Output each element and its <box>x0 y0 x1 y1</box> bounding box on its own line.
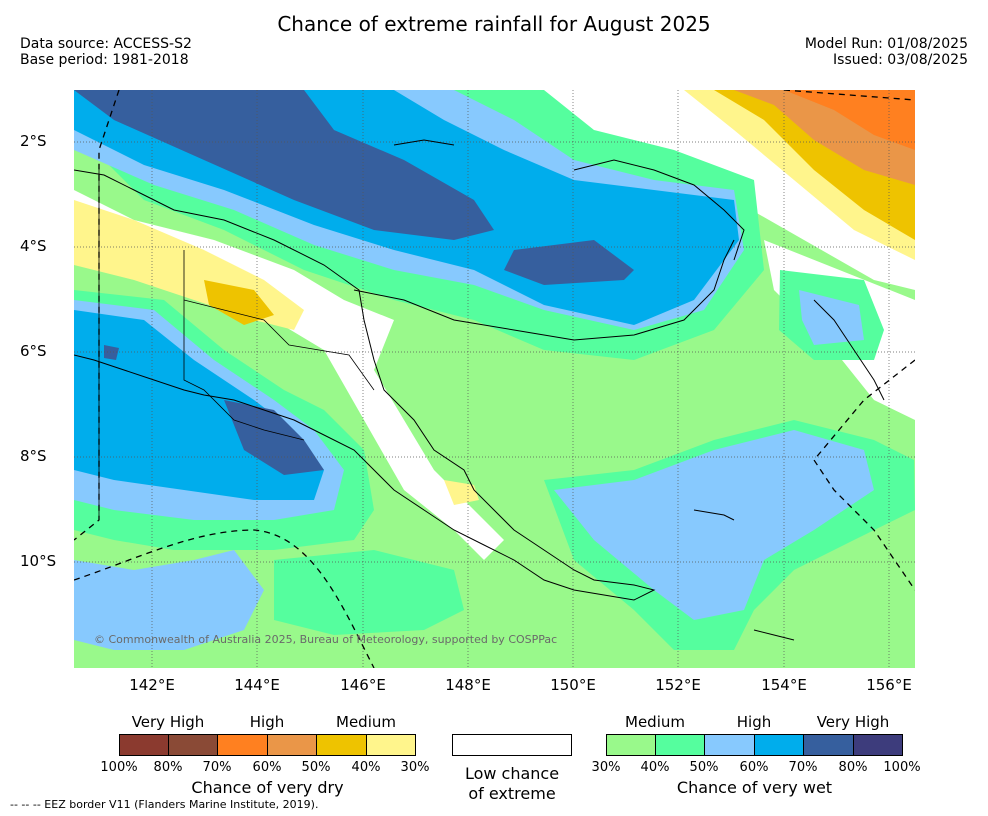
band-dry-60 <box>784 90 915 150</box>
eez-border-note: -- -- -- EEZ border V11 (Flanders Marine… <box>10 798 319 811</box>
rainfall-map <box>74 90 915 668</box>
dry-pct-40: 40% <box>351 760 381 775</box>
wet-cat-very-high: Very High <box>816 713 890 731</box>
lon-label-144e: 144°E <box>234 676 280 694</box>
lon-label-142e: 142°E <box>129 676 175 694</box>
wet-pct-100: 100% <box>883 760 921 775</box>
dry-cat-medium: Medium <box>336 713 396 731</box>
low-chance-line1: Low chance <box>464 764 560 783</box>
lat-label-2s: 2°S <box>20 132 47 150</box>
band-wet-70-n <box>74 90 494 240</box>
lat-label-8s: 8°S <box>20 447 47 465</box>
coastline-bougainville <box>813 299 885 401</box>
wet-cat-medium: Medium <box>625 713 685 731</box>
lon-label-154e: 154°E <box>761 676 807 694</box>
band-wet-70-islands <box>504 240 634 285</box>
low-chance-swatch <box>452 734 572 756</box>
low-chance-line2: of extreme <box>468 784 556 803</box>
lat-label-6s: 6°S <box>20 342 47 360</box>
dry-swatch-30-40 <box>366 734 416 756</box>
dry-pct-70: 70% <box>202 760 232 775</box>
band-wet-70-spot <box>104 345 119 360</box>
coastline-png <box>74 169 656 601</box>
lat-label-10s: 10°S <box>20 552 57 570</box>
lon-label-150e: 150°E <box>550 676 596 694</box>
meta-left: Data source: ACCESS-S2 Base period: 1981… <box>20 36 192 68</box>
coastline-manus <box>393 139 455 146</box>
wet-pct-60: 60% <box>739 760 769 775</box>
dry-cat-very-high: Very High <box>131 713 205 731</box>
lon-label-152e: 152°E <box>655 676 701 694</box>
coastline-island-south <box>753 629 795 641</box>
dry-swatch-80-100 <box>119 734 169 756</box>
wet-pct-70: 70% <box>788 760 818 775</box>
copyright-note: © Commonwealth of Australia 2025, Bureau… <box>94 633 558 646</box>
dry-swatch-70-80 <box>168 734 218 756</box>
dry-pct-50: 50% <box>301 760 331 775</box>
band-dry-30-south <box>444 480 479 505</box>
gridlines <box>74 90 915 668</box>
meta-right: Model Run: 01/08/2025 Issued: 03/08/2025 <box>805 36 968 68</box>
wet-swatch-50-60 <box>704 734 755 756</box>
dry-cat-high: High <box>249 713 285 731</box>
band-wet-50-se <box>554 430 874 620</box>
wet-swatch-40-50 <box>655 734 705 756</box>
map-title: Chance of extreme rainfall for August 20… <box>277 12 711 36</box>
wet-swatch-30-40 <box>606 734 656 756</box>
wet-swatch-80-100 <box>853 734 903 756</box>
lon-label-156e: 156°E <box>866 676 912 694</box>
lon-label-148e: 148°E <box>445 676 491 694</box>
dry-swatch-50-60 <box>267 734 317 756</box>
wet-swatch-60-70 <box>754 734 804 756</box>
wet-pct-40: 40% <box>640 760 670 775</box>
band-dry-40-central <box>204 280 274 325</box>
model-run: Model Run: 01/08/2025 <box>804 36 968 52</box>
issued-date: Issued: 03/08/2025 <box>833 52 968 68</box>
dry-pct-60: 60% <box>252 760 282 775</box>
wet-pct-50: 50% <box>689 760 719 775</box>
dry-pct-30: 30% <box>400 760 430 775</box>
dry-swatch-40-50 <box>316 734 367 756</box>
band-wet-70-sw <box>224 400 324 475</box>
lat-label-4s: 4°S <box>20 237 47 255</box>
base-period: Base period: 1981-2018 <box>20 52 189 68</box>
low-chance-label: Low chance of extreme <box>440 764 584 804</box>
dry-swatch-60-70 <box>217 734 268 756</box>
band-wet-40-south <box>274 550 464 635</box>
coastline-new-ireland <box>573 159 745 261</box>
lon-label-146e: 146°E <box>340 676 386 694</box>
wet-pct-80: 80% <box>838 760 868 775</box>
wet-swatch-70-80 <box>803 734 854 756</box>
dry-pct-80: 80% <box>153 760 183 775</box>
wet-cat-high: High <box>736 713 772 731</box>
wet-pct-30: 30% <box>591 760 621 775</box>
wet-legend-title: Chance of very wet <box>676 778 833 797</box>
dry-pct-100: 100% <box>100 760 138 775</box>
band-wet-50-south <box>74 550 264 650</box>
dry-legend-title: Chance of very dry <box>191 778 344 797</box>
eez-borders <box>74 90 915 668</box>
coastline-north <box>353 239 735 341</box>
data-source: Data source: ACCESS-S2 <box>20 36 192 52</box>
coastline-island-se <box>693 509 735 521</box>
